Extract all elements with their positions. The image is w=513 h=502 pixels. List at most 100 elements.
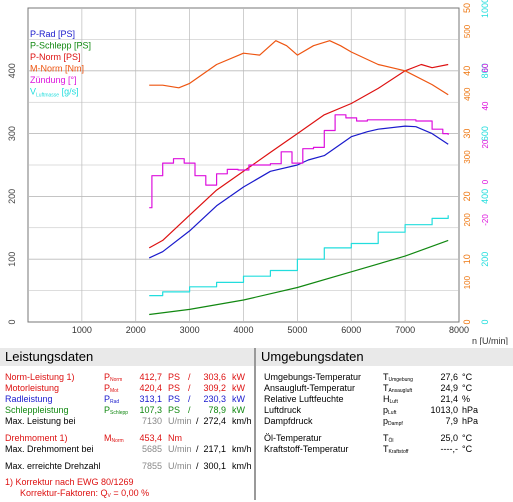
max-drehzahl-rpm-unit: U/min: [168, 461, 192, 471]
umgebung-label: Öl-Temperatur: [264, 433, 322, 443]
y-orange-tick-label: 0: [462, 319, 472, 324]
leistung-label: Motorleistung: [5, 383, 60, 393]
leistung-unit-kw: kW: [232, 405, 245, 415]
leistung-symbol: PMot: [104, 383, 119, 394]
x-axis-unit: n [U/min]: [472, 336, 508, 345]
y-left-tick-label: 100: [7, 252, 17, 267]
legend-entry-zuendung: Zündung [°]: [30, 75, 77, 85]
leistung-unit-ps: PS: [168, 383, 181, 393]
drehmoment-label: Drehmoment 1): [5, 433, 68, 443]
leistung-value-kw: 303,6: [203, 372, 226, 382]
y-left-tick-label: 300: [7, 126, 17, 141]
x-tick-label: 7000: [395, 325, 415, 335]
y-magenta-tick-label: -20: [481, 214, 490, 226]
y-orange-tick-label: 10: [462, 254, 472, 264]
x-tick-label: 1000: [72, 325, 92, 335]
umgebung-unit: °C: [462, 383, 473, 393]
legend-entry-v_luftmasse: VLuftmasse [g/s]: [30, 87, 79, 99]
y-orange-tick-label: 40: [462, 66, 472, 76]
panel-divider: [254, 348, 256, 500]
x-tick-label: 6000: [341, 325, 361, 335]
chart-grid: [27, 7, 460, 323]
umgebung-unit: %: [462, 394, 471, 404]
max-drehzahl-speed-unit: km/h: [232, 461, 252, 471]
umgebung-symbol: pLuft: [383, 405, 397, 416]
leistung-unit-kw: kW: [232, 372, 245, 382]
series-line-zuendung: [149, 114, 449, 209]
y-magenta-tick-label: 0: [481, 179, 490, 184]
y-cyan-tick-label: 400: [480, 189, 490, 204]
y-left-tick-label: 0: [7, 319, 17, 324]
leistung-value-ps: 420,4: [139, 383, 162, 393]
max-drehzahl-rpm: 7855: [141, 461, 162, 471]
x-tick-label: 4000: [233, 325, 253, 335]
drehmoment-symbol: MNorm: [104, 433, 124, 444]
series-line-m_norm: [149, 40, 449, 96]
leistung-label: Schleppleistung: [5, 405, 69, 415]
leistung-unit-kw: kW: [232, 383, 245, 393]
leistung-unit-ps: PS: [168, 372, 181, 382]
leistung-symbol: PSchlepp: [104, 405, 129, 416]
leistung-value-ps: 313,1: [139, 394, 162, 404]
max-drehmoment-speed: 217,1: [203, 444, 226, 454]
y-orange-tick-label: 50: [462, 3, 472, 13]
leistungsdaten-title: Leistungsdaten: [0, 348, 254, 366]
max-leistung-label: Max. Leistung bei: [5, 416, 76, 426]
y-cyan-tick-label: 0: [480, 319, 490, 324]
drehmoment-unit: Nm: [168, 433, 182, 443]
leistung-label: Norm-Leistung 1): [5, 372, 75, 382]
leistung-unit-ps: PS: [168, 405, 181, 415]
leistung-unit-kw: kW: [232, 394, 245, 404]
umgebung-symbol: TUmgebung: [383, 372, 413, 383]
max-drehzahl-label: Max. erreichte Drehzahl: [5, 461, 101, 471]
y-cyan-tick-label: 800: [480, 63, 490, 78]
umgebung-value: 7,9: [445, 416, 458, 426]
legend-entry-p_norm: P-Norm [PS]: [30, 52, 81, 62]
y-left-tick-label: 200: [7, 189, 17, 204]
umgebung-value: 27,6: [440, 372, 458, 382]
x-tick-label: 8000: [449, 325, 469, 335]
series-line-p_norm: [148, 63, 449, 249]
leistung-symbol: PNorm: [104, 372, 123, 383]
umgebungsdaten-title: Umgebungsdaten: [256, 348, 513, 366]
umgebung-symbol: TÖl: [383, 433, 394, 444]
leistung-value-ps: 412,7: [139, 372, 162, 382]
leistung-label: Radleistung: [5, 394, 53, 404]
x-tick-label: 3000: [180, 325, 200, 335]
max-leistung-rpm: 7130: [141, 416, 162, 426]
korrektur-note: 1) Korrektur nach EWG 80/1269: [5, 477, 134, 487]
max-drehmoment-rpm-unit: U/min: [168, 444, 192, 454]
y-cyan-tick-label: 600: [480, 126, 490, 141]
umgebung-value: 25,0: [440, 433, 458, 443]
max-drehmoment-rpm: 5685: [141, 444, 162, 454]
umgebung-value: ----,-: [440, 444, 459, 454]
y-orange-inner-tick-label: 200: [463, 213, 472, 227]
leistung-sep: /: [188, 383, 191, 393]
umgebung-unit: °C: [462, 444, 473, 454]
umgebung-symbol: pDampf: [383, 416, 403, 427]
leistung-value-kw: 78,9: [208, 405, 226, 415]
max-leistung-speed-unit: km/h: [232, 416, 252, 426]
leistung-value-kw: 309,2: [203, 383, 226, 393]
legend-entry-p_rad: P-Rad [PS]: [30, 29, 75, 39]
umgebung-unit: °C: [462, 433, 473, 443]
y-orange-tick-label: 20: [462, 191, 472, 201]
legend-entry-m_norm: M-Norm [Nm]: [30, 64, 84, 74]
y-cyan-tick-label: 200: [480, 252, 490, 267]
y-magenta-tick-label: 40: [481, 101, 490, 110]
leistung-unit-ps: PS: [168, 394, 181, 404]
umgebung-value: 21,4: [440, 394, 458, 404]
series-line-p_rad: [148, 125, 449, 259]
y-magenta-tick-label: 60: [481, 63, 490, 72]
max-drehmoment-label: Max. Drehmoment bei: [5, 444, 94, 454]
umgebung-symbol: TAnsaugluft: [383, 383, 413, 394]
drehmoment-value: 453,4: [139, 433, 162, 443]
max-leistung-rpm-unit: U/min: [168, 416, 192, 426]
max-drehmoment-sep: /: [196, 444, 199, 454]
umgebung-label: Dampfdruck: [264, 416, 313, 426]
legend-entry-p_schlepp: P-Schlepp [PS]: [30, 41, 91, 51]
y-orange-inner-tick-label: 100: [463, 275, 472, 289]
umgebung-symbol: TKraftstoff: [383, 444, 409, 455]
umgebung-value: 24,9: [440, 383, 458, 393]
